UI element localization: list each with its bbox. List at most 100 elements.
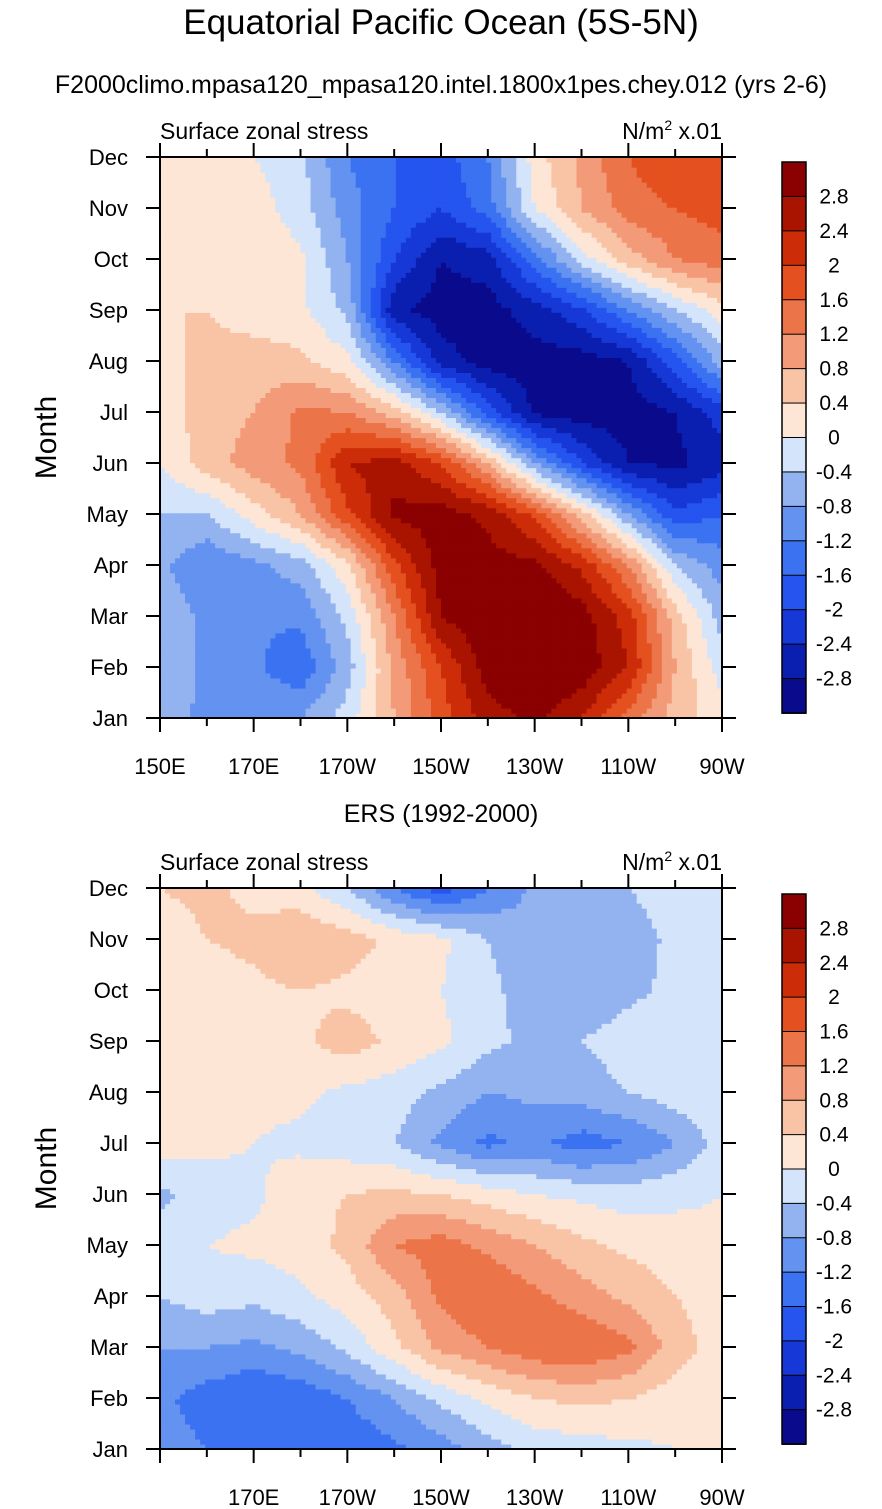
field-cell	[446, 612, 452, 619]
field-cell	[701, 567, 708, 574]
field-cell	[511, 502, 517, 509]
field-cell	[290, 632, 297, 639]
field-cell	[696, 497, 703, 504]
field-cell	[400, 512, 407, 519]
field-cell	[516, 612, 522, 619]
field-cell	[676, 707, 683, 714]
field-cell	[531, 552, 537, 559]
field-cell	[285, 517, 292, 524]
field-cell	[571, 627, 578, 634]
field-cell	[245, 647, 251, 654]
field-cell	[571, 567, 578, 574]
field-cell	[711, 507, 718, 514]
field-cell	[340, 632, 347, 639]
field-cell	[556, 527, 563, 534]
field-cell	[385, 657, 392, 664]
field-cell	[230, 647, 236, 654]
field-cell	[651, 577, 658, 584]
field-cell	[195, 677, 201, 684]
field-cell	[501, 612, 507, 619]
field-cell	[496, 657, 502, 664]
field-cell	[521, 707, 527, 714]
field-cell	[651, 592, 658, 599]
field-cell	[591, 662, 598, 669]
field-cell	[501, 642, 507, 649]
field-cell	[275, 692, 282, 699]
field-cell	[691, 582, 698, 589]
field-cell	[486, 492, 492, 499]
field-cell	[185, 532, 191, 539]
field-cell	[666, 622, 673, 629]
field-cell	[185, 647, 191, 654]
field-cell	[305, 642, 312, 649]
field-cell	[400, 712, 407, 719]
field-cell	[651, 507, 658, 514]
field-cell	[446, 607, 452, 614]
field-cell	[375, 672, 382, 679]
field-cell	[451, 512, 457, 519]
field-cell	[606, 652, 613, 659]
field-cell	[471, 692, 477, 699]
field-cell	[611, 507, 618, 514]
field-cell	[175, 527, 181, 534]
field-cell	[295, 587, 302, 594]
field-cell	[616, 607, 623, 614]
field-cell	[546, 687, 552, 694]
field-cell	[285, 712, 292, 719]
field-cell	[175, 602, 181, 609]
field-cell	[491, 552, 497, 559]
field-cell	[430, 622, 437, 629]
field-cell	[285, 612, 292, 619]
field-cell	[521, 517, 527, 524]
field-cell	[350, 577, 357, 584]
field-cell	[601, 607, 608, 614]
field-cell	[255, 557, 261, 564]
field-cell	[661, 517, 668, 524]
field-cell	[235, 562, 241, 569]
field-cell	[606, 512, 613, 519]
field-cell	[415, 692, 422, 699]
field-cell	[631, 562, 638, 569]
field-cell	[190, 577, 196, 584]
field-cell	[556, 637, 563, 644]
field-cell	[345, 707, 352, 714]
field-cell	[270, 557, 277, 564]
field-cell	[390, 607, 397, 614]
field-cell	[295, 662, 302, 669]
field-cell	[461, 562, 467, 569]
field-cell	[666, 512, 673, 519]
field-cell	[390, 662, 397, 669]
field-cell	[506, 537, 512, 544]
field-cell	[340, 672, 347, 679]
field-cell	[255, 577, 261, 584]
field-cell	[651, 502, 658, 509]
field-cell	[240, 592, 246, 599]
field-cell	[566, 702, 573, 709]
field-cell	[420, 557, 427, 564]
field-cell	[240, 672, 246, 679]
field-cell	[225, 657, 231, 664]
field-cell	[581, 517, 588, 524]
field-cell	[536, 502, 542, 509]
field-cell	[601, 712, 608, 719]
field-cell	[556, 682, 563, 689]
field-cell	[400, 522, 407, 529]
field-cell	[245, 527, 251, 534]
field-cell	[641, 662, 648, 669]
field-cell	[631, 637, 638, 644]
field-cell	[395, 607, 402, 614]
field-cell	[380, 657, 387, 664]
field-cell	[235, 627, 241, 634]
field-cell	[170, 527, 176, 534]
field-cell	[561, 682, 568, 689]
field-cell	[265, 637, 271, 644]
field-cell	[235, 547, 241, 554]
field-cell	[451, 562, 457, 569]
field-cell	[175, 692, 181, 699]
field-cell	[511, 667, 517, 674]
field-cell	[521, 532, 527, 539]
field-cell	[696, 637, 703, 644]
field-cell	[345, 622, 352, 629]
field-cell	[260, 657, 266, 664]
field-cell	[566, 517, 573, 524]
